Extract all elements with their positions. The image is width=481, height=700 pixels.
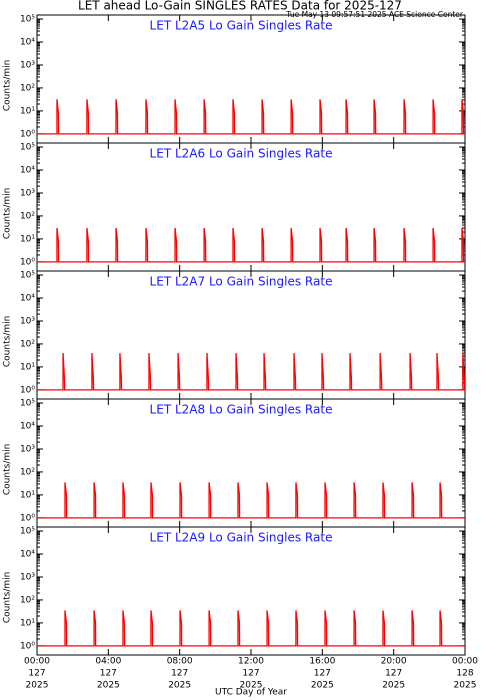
- panel-title: LET L2A5 Lo Gain Singles Rate: [150, 19, 333, 33]
- y-tick-label: 10¹: [20, 234, 35, 244]
- panel-title: LET L2A8 Lo Gain Singles Rate: [150, 403, 333, 417]
- x-tick-label: 20:00: [381, 657, 407, 667]
- data-line: [37, 227, 465, 263]
- data-line: [37, 482, 465, 519]
- x-tick-label: 16:00: [309, 657, 335, 667]
- y-tick-label: 10¹: [20, 362, 35, 372]
- y-tick-label: 10⁵: [20, 399, 35, 409]
- x-tick-label: 00:00: [452, 657, 478, 667]
- y-tick-label: 10⁵: [20, 271, 35, 281]
- data-line: [37, 610, 465, 647]
- x-tick-label: 12:00: [238, 657, 264, 667]
- x-tick-label: 127: [242, 669, 259, 679]
- y-tick-label: 10⁰: [20, 513, 35, 523]
- y-tick-label: 10¹: [20, 490, 35, 500]
- y-tick-label: 10⁰: [20, 129, 35, 139]
- y-tick-label: 10³: [20, 316, 35, 326]
- panel-title: LET L2A9 Lo Gain Singles Rate: [150, 531, 333, 545]
- y-axis-label: Counts/min: [3, 60, 13, 111]
- y-tick-label: 10⁵: [20, 15, 35, 25]
- x-tick-label: 128: [456, 669, 473, 679]
- y-tick-label: 10⁴: [20, 550, 35, 560]
- y-tick-label: 10²: [20, 467, 35, 477]
- y-tick-label: 10⁴: [20, 166, 35, 176]
- y-tick-label: 10⁰: [20, 385, 35, 395]
- y-tick-label: 10¹: [20, 618, 35, 628]
- y-tick-label: 10⁴: [20, 294, 35, 304]
- x-tick-label: 127: [314, 669, 331, 679]
- x-tick-label: 127: [171, 669, 188, 679]
- x-tick-label: 127: [100, 669, 117, 679]
- y-tick-label: 10⁰: [20, 257, 35, 267]
- y-axis-label: Counts/min: [3, 316, 13, 367]
- chart-title: LET ahead Lo-Gain SINGLES RATES Data for…: [78, 0, 402, 13]
- data-line: [37, 99, 465, 135]
- y-tick-label: 10⁴: [20, 38, 35, 48]
- x-tick-label: 00:00: [24, 657, 50, 667]
- y-tick-label: 10⁴: [20, 422, 35, 432]
- y-tick-label: 10⁵: [20, 143, 35, 153]
- x-axis-label: UTC Day of Year: [215, 688, 287, 698]
- y-axis-label: Counts/min: [3, 188, 13, 239]
- y-tick-label: 10³: [20, 188, 35, 198]
- panel-title: LET L2A7 Lo Gain Singles Rate: [150, 275, 333, 289]
- x-tick-label: 127: [28, 669, 45, 679]
- x-tick-label: 2025: [168, 681, 191, 691]
- panel-title: LET L2A6 Lo Gain Singles Rate: [150, 147, 333, 161]
- x-tick-label: 127: [385, 669, 402, 679]
- x-tick-label: 2025: [454, 681, 477, 691]
- y-tick-label: 10⁰: [20, 641, 35, 651]
- y-axis-label: Counts/min: [3, 572, 13, 623]
- y-tick-label: 10²: [20, 595, 35, 605]
- x-tick-label: 2025: [26, 681, 49, 691]
- y-tick-label: 10²: [20, 211, 35, 221]
- y-axis-label: Counts/min: [3, 444, 13, 495]
- y-tick-label: 10⁵: [20, 527, 35, 537]
- y-tick-label: 10³: [20, 444, 35, 454]
- y-tick-label: 10³: [20, 60, 35, 70]
- data-line: [37, 353, 466, 391]
- x-tick-label: 2025: [382, 681, 405, 691]
- x-tick-label: 04:00: [95, 657, 121, 667]
- x-tick-label: 08:00: [167, 657, 193, 667]
- x-tick-label: 2025: [97, 681, 120, 691]
- y-tick-label: 10¹: [20, 106, 35, 116]
- x-tick-label: 2025: [311, 681, 334, 691]
- y-tick-label: 10²: [20, 339, 35, 349]
- y-tick-label: 10³: [20, 572, 35, 582]
- x-tick-label: 2025: [240, 681, 263, 691]
- y-tick-label: 10²: [20, 83, 35, 93]
